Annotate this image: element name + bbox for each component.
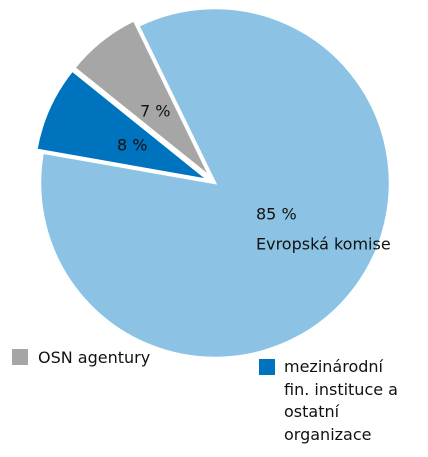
- pie-slice: [72, 18, 212, 179]
- legend-swatch: [259, 359, 275, 375]
- value-label: 8 %: [117, 136, 147, 155]
- pie-slice: [38, 6, 392, 360]
- pie-slice: [34, 68, 210, 182]
- slice-label: Evropská komise: [256, 235, 391, 254]
- value-label: 7 %: [140, 102, 170, 121]
- legend-label: mezinárodní fin. instituce a ostatní org…: [284, 357, 398, 444]
- legend-swatch: [12, 349, 28, 365]
- legend-label: OSN agentury: [38, 348, 151, 367]
- value-label: 85 %: [256, 205, 297, 224]
